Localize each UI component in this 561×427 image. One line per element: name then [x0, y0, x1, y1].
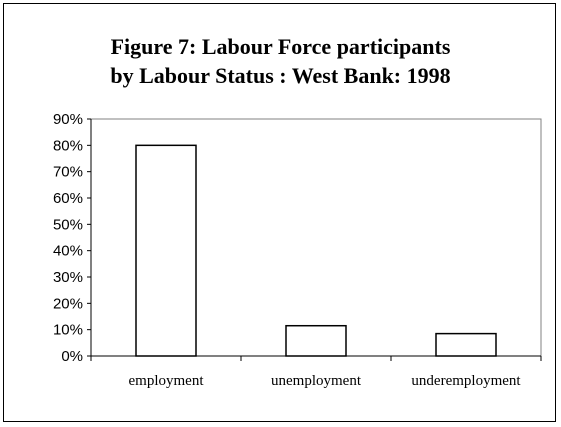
y-tick-label: 30%: [53, 269, 83, 286]
y-tick-label: 90%: [53, 111, 83, 128]
x-tick-label: unemployment: [271, 373, 362, 389]
chart-title-line-2: by Labour Status : West Bank: 1998: [110, 63, 451, 88]
x-axis: employment unemployment underemployment: [90, 355, 542, 389]
x-tick-label: employment: [129, 373, 205, 389]
bar-employment: [135, 144, 197, 357]
y-tick-label: 80%: [53, 137, 83, 154]
bar-unemployment: [285, 324, 347, 357]
y-tick-label: 20%: [53, 295, 83, 312]
y-tick-label: 50%: [53, 216, 83, 233]
x-tick-label: underemployment: [411, 373, 521, 389]
y-tick-label: 0%: [61, 348, 83, 365]
y-tick-label: 40%: [53, 243, 83, 260]
y-tick-label: 60%: [53, 190, 83, 207]
y-axis: 0% 10% 20% 30% 40% 50% 60% 70% 80% 90%: [53, 111, 92, 365]
chart-frame: [3, 3, 556, 422]
y-tick-label: 10%: [53, 322, 83, 339]
chart-title: Figure 7: Labour Force participants by L…: [0, 32, 561, 90]
y-tick-label: 70%: [53, 164, 83, 181]
bars: [135, 144, 497, 357]
bar-underemployment: [435, 332, 497, 357]
chart-title-line-1: Figure 7: Labour Force participants: [110, 34, 451, 59]
